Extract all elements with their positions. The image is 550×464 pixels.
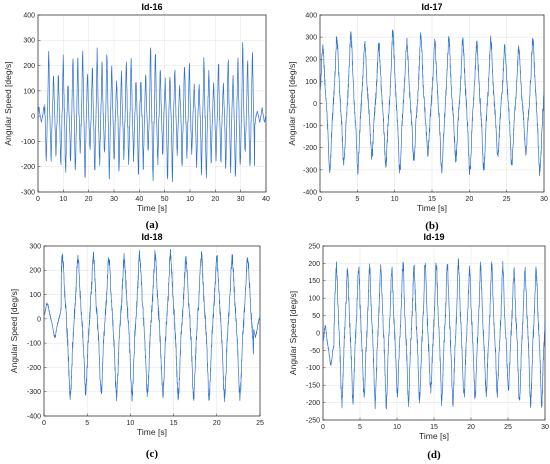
x-tick-label: 40 bbox=[262, 196, 270, 203]
x-tick-label: 10 bbox=[391, 196, 399, 203]
y-tick-label: -300 bbox=[21, 189, 35, 196]
y-tick-label: 400 bbox=[305, 12, 317, 19]
y-tick-label: 200 bbox=[305, 57, 317, 64]
y-tick-label: -200 bbox=[21, 164, 35, 171]
x-tick-label: 15 bbox=[170, 420, 178, 427]
y-tick-label: -200 bbox=[303, 145, 317, 152]
x-tick-label: 10 bbox=[59, 196, 67, 203]
axes-box bbox=[43, 245, 261, 417]
x-tick-label: 30 bbox=[541, 424, 549, 431]
x-tick-label: 15 bbox=[430, 424, 438, 431]
panel-caption: (a) bbox=[146, 219, 159, 231]
y-tick-label: -300 bbox=[303, 167, 317, 174]
x-tick-label: 5 bbox=[355, 196, 359, 203]
chart-panel-4: -250 -200 -150 -100 -50 0 50 100 150 200 250 0 5 10 15… bbox=[288, 232, 549, 461]
x-tick-label: 20 bbox=[465, 196, 473, 203]
y-tick-label: -100 bbox=[306, 365, 320, 372]
y-tick-label: -100 bbox=[303, 123, 317, 130]
y-tick-label: -300 bbox=[27, 389, 41, 396]
x-tick-label: 30 bbox=[110, 196, 118, 203]
plot-area bbox=[37, 14, 267, 193]
x-tick-label: 0 bbox=[36, 196, 40, 203]
chart-panel-1: -300 -200 -100 0 100 200 300 400 0 10 20 30 40 50 10 20… bbox=[3, 2, 270, 231]
x-tick-label: 25 bbox=[256, 420, 264, 427]
series-line bbox=[322, 258, 546, 410]
x-tick-label: 10 bbox=[186, 196, 194, 203]
panel-caption: (c) bbox=[146, 448, 159, 460]
x-tick-label: 5 bbox=[358, 424, 362, 431]
y-tick-label: -150 bbox=[306, 383, 320, 390]
x-tick-label: 0 bbox=[42, 420, 46, 427]
y-tick-label: 100 bbox=[308, 296, 320, 303]
chart-panel-2: -400 -300 -200 -100 0 100 200 300 400 0 5 10 15 20 25 3… bbox=[287, 2, 548, 232]
y-tick-label: 100 bbox=[23, 88, 35, 95]
axes-box bbox=[319, 14, 545, 193]
y-tick-label: -200 bbox=[306, 400, 320, 407]
y-tick-label: 250 bbox=[308, 243, 320, 250]
x-axis-label: Time [s] bbox=[419, 431, 449, 441]
y-axis-label: Angular Speed [deg/s] bbox=[9, 289, 19, 373]
x-tick-label: 0 bbox=[318, 196, 322, 203]
chart-title: Id-18 bbox=[141, 232, 162, 242]
y-tick-label: 150 bbox=[308, 278, 320, 285]
x-tick-label: 15 bbox=[428, 196, 436, 203]
x-axis-label: Time [s] bbox=[417, 203, 447, 213]
x-tick-label: 30 bbox=[540, 196, 548, 203]
panel-caption: (d) bbox=[427, 449, 441, 461]
series-line bbox=[319, 29, 545, 177]
x-axis-label: Time [s] bbox=[137, 203, 167, 213]
x-tick-label: 20 bbox=[467, 424, 475, 431]
y-tick-label: -100 bbox=[21, 139, 35, 146]
chart-title: Id-16 bbox=[141, 2, 162, 12]
x-tick-label: 5 bbox=[85, 420, 89, 427]
x-tick-label: 10 bbox=[127, 420, 135, 427]
y-tick-label: 300 bbox=[23, 38, 35, 45]
x-tick-label: 50 bbox=[161, 196, 169, 203]
y-tick-label: 300 bbox=[305, 35, 317, 42]
x-tick-label: 20 bbox=[211, 196, 219, 203]
y-tick-label: -50 bbox=[310, 348, 320, 355]
y-tick-label: -100 bbox=[27, 341, 41, 348]
x-axis-label: Time [s] bbox=[137, 427, 167, 437]
y-tick-label: -400 bbox=[303, 189, 317, 196]
y-tick-label: -250 bbox=[306, 417, 320, 424]
x-tick-label: 0 bbox=[321, 424, 325, 431]
chart-title: Id-19 bbox=[423, 232, 444, 242]
x-tick-label: 40 bbox=[135, 196, 143, 203]
y-axis-label: Angular Speed [deg/s] bbox=[287, 61, 297, 145]
y-tick-label: 50 bbox=[312, 313, 320, 320]
y-tick-label: 0 bbox=[313, 101, 317, 108]
x-tick-label: 10 bbox=[393, 424, 401, 431]
x-tick-label: 30 bbox=[237, 196, 245, 203]
series-line bbox=[43, 248, 261, 403]
x-tick-label: 25 bbox=[504, 424, 512, 431]
axes-box bbox=[37, 14, 267, 193]
y-axis-label: Angular Speed [deg/s] bbox=[288, 291, 298, 375]
x-tick-label: 20 bbox=[213, 420, 221, 427]
x-tick-label: 25 bbox=[503, 196, 511, 203]
panel-caption: (b) bbox=[425, 220, 439, 232]
axes-box bbox=[322, 245, 546, 421]
x-tick-label: 20 bbox=[85, 196, 93, 203]
y-tick-label: 300 bbox=[29, 243, 41, 250]
y-axis-label: Angular Speed [deg/s] bbox=[3, 61, 13, 145]
y-tick-label: 400 bbox=[23, 12, 35, 19]
y-tick-label: -400 bbox=[27, 413, 41, 420]
y-tick-label: 0 bbox=[316, 330, 320, 337]
y-tick-label: 100 bbox=[305, 79, 317, 86]
y-tick-label: 100 bbox=[29, 292, 41, 299]
chart-title: Id-17 bbox=[421, 2, 442, 12]
y-tick-label: 0 bbox=[31, 114, 35, 121]
y-tick-label: 200 bbox=[23, 63, 35, 70]
y-tick-label: 0 bbox=[37, 316, 41, 323]
y-tick-label: 200 bbox=[308, 261, 320, 268]
y-tick-label: 200 bbox=[29, 268, 41, 275]
y-tick-label: -200 bbox=[27, 365, 41, 372]
chart-panel-3: -400 -300 -200 -100 0 100 200 300 0 5 10 15 20 25 Id-1… bbox=[9, 232, 264, 460]
series-line bbox=[37, 42, 267, 183]
